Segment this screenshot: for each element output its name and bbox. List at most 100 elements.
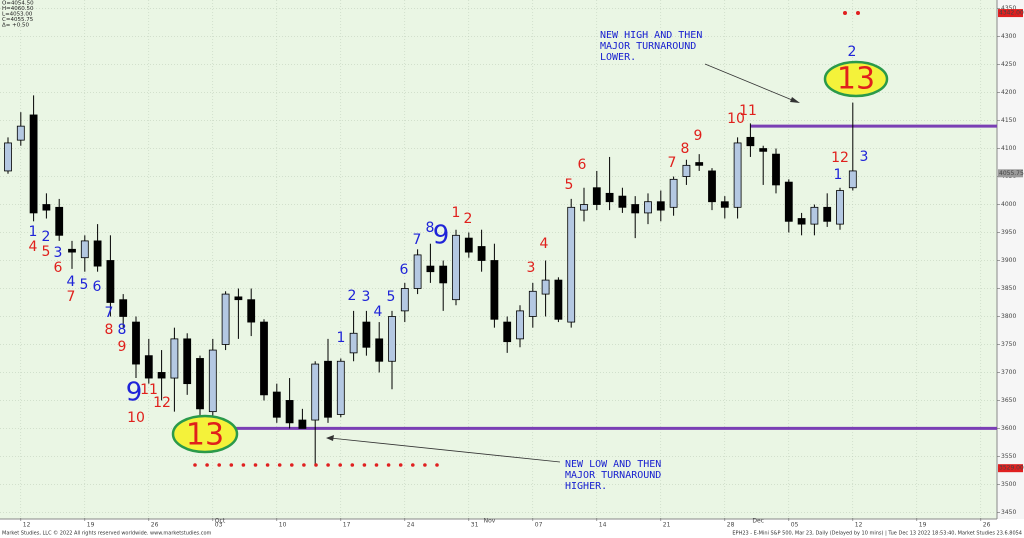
month-label: Oct [215, 518, 226, 525]
y-tick-label: 3700 [1001, 369, 1016, 376]
sequence-label: 2 [848, 44, 857, 60]
candle-body [144, 355, 153, 379]
annotation: HIGHER. [565, 481, 607, 492]
candle-body [298, 419, 307, 429]
candle-body [554, 279, 563, 320]
candle-body [170, 338, 179, 379]
arrow [704, 63, 798, 103]
candle-body [80, 240, 89, 259]
candle-body [682, 164, 691, 177]
candle-body [656, 201, 665, 211]
candle-body [285, 400, 294, 424]
candle-body [746, 136, 755, 147]
sequence-label: 7 [67, 289, 76, 305]
dot [398, 463, 403, 467]
candle-body [93, 240, 102, 267]
sequence-label: 3 [362, 289, 371, 305]
sequence-label: 13 [837, 62, 875, 97]
x-tick-label: 26 [983, 522, 991, 529]
sequence-label: 11 [739, 103, 757, 119]
x-tick-label: 24 [407, 522, 415, 529]
highlight-ellipse [171, 414, 239, 454]
candle-body [55, 206, 64, 236]
sequence-label: 5 [565, 177, 574, 193]
candle-body [157, 372, 166, 379]
candle-body [490, 260, 499, 320]
dot [856, 11, 860, 15]
sequence-label: 6 [578, 157, 587, 173]
decorations [171, 11, 889, 467]
candle-body [349, 332, 358, 354]
sequence-label: 1 [29, 224, 38, 240]
candle-body [784, 181, 793, 222]
candle-body [810, 206, 819, 225]
candle-body [16, 125, 25, 141]
sequence-label: 7 [413, 232, 422, 248]
sequence-label: 7 [668, 155, 677, 171]
x-tick-label: 26 [151, 522, 159, 529]
candle-body [708, 170, 716, 203]
dot [374, 463, 379, 467]
sequence-label: 2 [464, 211, 473, 227]
candle-body [413, 254, 422, 289]
ohlc-info: L=4053.00 [2, 12, 33, 18]
sequence-label: 9 [126, 378, 143, 408]
candle-body [669, 178, 678, 208]
dot [411, 463, 415, 467]
month-label: Dec [752, 518, 764, 525]
y-tick-label: 3850 [1001, 285, 1016, 292]
sequence-label: 5 [80, 277, 89, 293]
sequence-label: 3 [54, 245, 63, 261]
candle-body [106, 260, 115, 303]
candle-body [720, 201, 729, 208]
ohlc-info: C=4055.75 [2, 17, 34, 23]
sequence-label: 10 [127, 410, 145, 426]
sequence-label: 6 [54, 260, 63, 276]
y-tick-label: 3500 [1001, 481, 1016, 488]
price-tag [998, 464, 1023, 473]
candle-body [541, 279, 550, 295]
sequence-label: 8 [105, 322, 114, 338]
y-tick-label: 4300 [1001, 33, 1016, 40]
candle-body [272, 391, 281, 418]
y-tick-label: 3750 [1001, 341, 1016, 348]
labels: O=4054.50H=4060.50L=4053.00C=4055.75Δ= +… [2, 1, 1024, 493]
x-tick-label: 10 [279, 522, 287, 529]
candle-body [260, 321, 268, 396]
x-tick-label: 19 [87, 522, 95, 529]
x-tick-label: 14 [599, 522, 607, 529]
candle-body [733, 142, 742, 208]
candle-body [196, 358, 204, 410]
sequence-label: 10 [727, 111, 745, 127]
x-tick-label: 03 [215, 522, 223, 529]
x-tick-label: 07 [535, 522, 543, 529]
dot [386, 463, 391, 467]
sequence-label: 4 [67, 274, 76, 290]
y-tick-label: 4100 [1001, 145, 1016, 152]
ohlc-info: Δ= +0.50 [2, 23, 29, 29]
sequence-label: 4 [374, 304, 383, 320]
dot [302, 463, 306, 467]
candle-body [695, 162, 704, 166]
candle-body [183, 338, 192, 385]
footer-left: Market Studies, LLC © 2022 All rights re… [2, 530, 212, 537]
candle-body [528, 290, 537, 317]
sequence-label: 9 [694, 128, 703, 144]
candle-body [503, 321, 512, 343]
month-label: Nov [484, 518, 496, 525]
dot [205, 463, 209, 467]
candle-body [324, 360, 332, 418]
candle-body [823, 206, 832, 222]
dot [253, 463, 258, 467]
sequence-label: 6 [400, 262, 409, 278]
dot [217, 463, 221, 467]
footer-right: EPH23 - E-Mini S&P 500, Mar 23, Daily (D… [732, 531, 1022, 537]
annotation: MAJOR TURNAROUND [565, 470, 661, 481]
sequence-label: 12 [831, 150, 849, 166]
price-tag-label: 3529.00 [999, 465, 1024, 472]
candle-body [234, 296, 243, 301]
candles [4, 95, 997, 465]
candle-body [797, 218, 806, 225]
candle-body [221, 293, 230, 345]
y-tick-label: 3650 [1001, 397, 1016, 404]
